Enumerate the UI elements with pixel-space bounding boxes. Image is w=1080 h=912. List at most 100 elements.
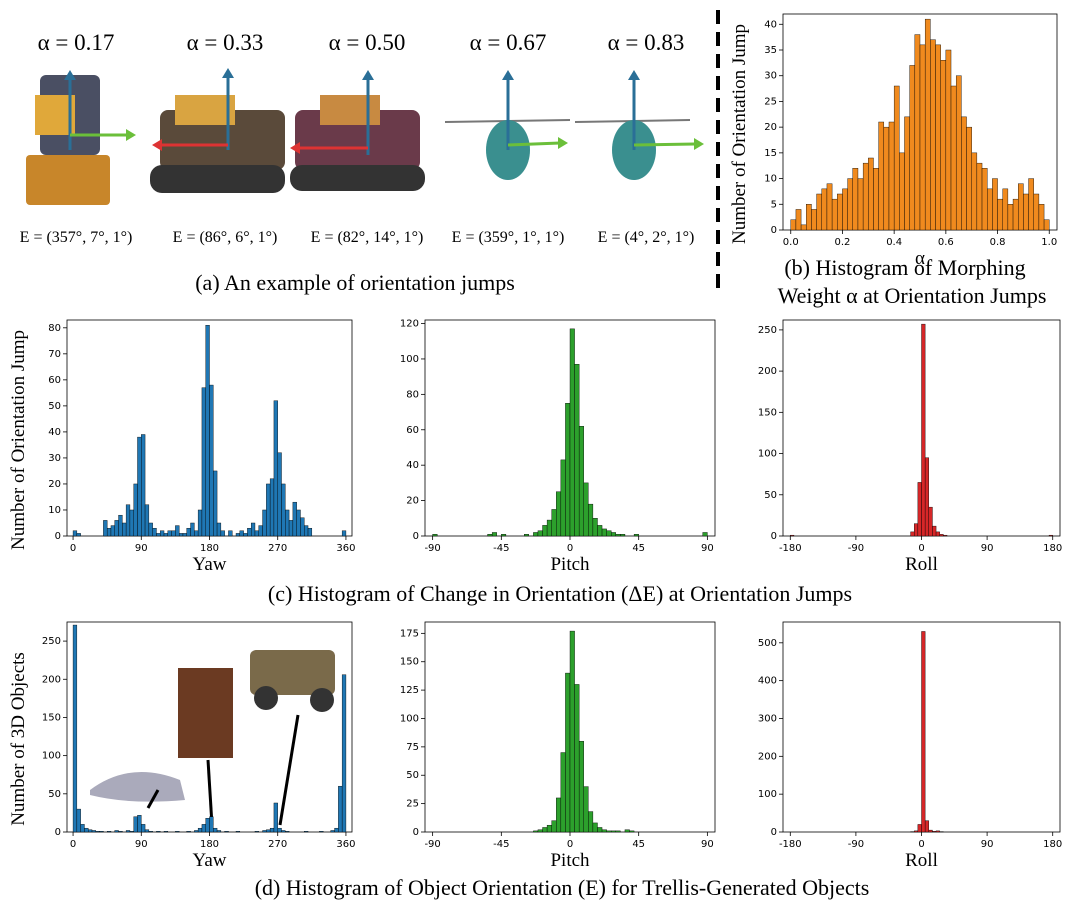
histogram-bar [148,831,153,833]
histogram-bar [565,403,571,537]
y-tick-label: 250 [42,636,61,647]
x-tick-label: 360 [336,543,355,554]
histogram-bar [216,522,222,537]
histogram-bar [1023,193,1029,231]
histogram-bar [921,323,926,537]
histogram-bar [125,504,131,537]
histogram-bar [624,829,630,833]
histogram-bar [997,198,1003,231]
x-tick-label: 90 [701,839,714,850]
x-tick-label: 45 [632,839,645,850]
histogram-bar [909,65,916,231]
histogram-bar [144,829,150,833]
x-axis-label: Roll [905,554,938,575]
x-tick-label: -180 [779,839,802,850]
y-tick-label: 150 [42,712,61,723]
histogram-bar [939,534,944,537]
y-axis-label: Number of 3D Objects [8,652,29,826]
y-tick-label: 0 [55,531,61,542]
histogram-bar [945,49,952,231]
histogram-bar [205,325,210,537]
x-tick-label: 0 [567,543,573,554]
x-tick-label: 0 [918,543,924,554]
histogram-bar [533,830,539,833]
histogram-bar [76,808,81,833]
histogram-bar [611,532,616,537]
histogram-bar [1007,204,1014,231]
y-tick-label: 75 [406,742,419,753]
histogram-bar [110,525,115,537]
histogram-bar [955,75,962,231]
x-tick-label: -90 [848,839,864,850]
y-tick-label: 10 [764,174,777,185]
x-tick-label: -90 [848,543,864,554]
x-tick-label: 0.2 [834,237,850,248]
bulldozer-side-2 [290,70,425,191]
histogram-bar [182,533,187,537]
x-tick-label: 0.4 [886,237,902,248]
histogram-bar [578,740,584,833]
x-tick-label: 180 [200,839,219,850]
histogram-bar [924,820,929,833]
alpha-label: α = 0.67 [470,30,547,55]
histogram-bar [914,830,919,833]
y-tick-label: 0 [55,827,61,838]
histogram-bar [88,829,93,833]
x-tick-label: 270 [268,839,287,850]
histogram-bar [156,533,161,537]
histogram-bar [601,528,607,537]
x-tick-label: 180 [200,543,219,554]
histogram-bar [806,204,812,231]
histogram-bar [790,534,795,537]
histogram-bar [178,533,184,537]
histogram-bar [620,534,626,537]
y-tick-label: 0 [413,531,419,542]
x-axis-label: Yaw [193,554,227,575]
y-tick-label: 15 [764,148,777,159]
histogram-bar [992,178,998,231]
histogram-bar [250,522,256,537]
caption-d: (d) Histogram of Object Orientation (E) … [255,875,870,900]
histogram-bar [91,830,97,833]
x-tick-label: 1.0 [1041,237,1057,248]
orientation-label: E = (359°, 1°, 1°) [452,229,565,246]
histogram-bar [304,525,309,537]
histogram-bar [921,631,926,833]
histogram-bar [1018,183,1024,231]
histogram-bar [190,522,195,537]
histogram-bar [574,364,580,537]
y-tick-label: 10 [48,505,61,516]
histogram-bar [338,785,343,833]
histogram-bar [592,822,598,833]
caption-b: Weight α at Orientation Jumps [778,283,1047,308]
histogram-bar [932,525,937,537]
histogram-bar [1012,198,1019,231]
histogram-bar [501,534,507,537]
histogram-bar [583,786,589,833]
y-tick-label: 100 [758,789,777,800]
histogram-bar [163,533,169,537]
histogram-bar [285,831,290,833]
histogram-bar [163,831,169,833]
histogram-bar [156,831,161,833]
y-tick-label: 35 [764,45,777,56]
histogram-bar [537,530,543,537]
histogram-bar [811,209,817,231]
histogram-bar [432,534,438,537]
histogram-bar [247,527,252,537]
histogram-bar [560,752,566,833]
histogram-bar [924,457,929,537]
histogram-bar [228,530,233,537]
y-tick-label: 200 [758,751,777,762]
x-axis-label: α [915,248,925,269]
illustrations [26,68,704,826]
y-tick-label: 20 [764,122,777,133]
histogram-bar [597,525,603,537]
histogram-bar [795,209,802,231]
histogram-bar [76,533,81,537]
y-tick-label: 300 [758,713,777,724]
histogram-bar [175,831,180,833]
histogram-bar [80,824,85,833]
y-tick-label: 30 [764,71,777,82]
y-tick-label: 200 [42,674,61,685]
